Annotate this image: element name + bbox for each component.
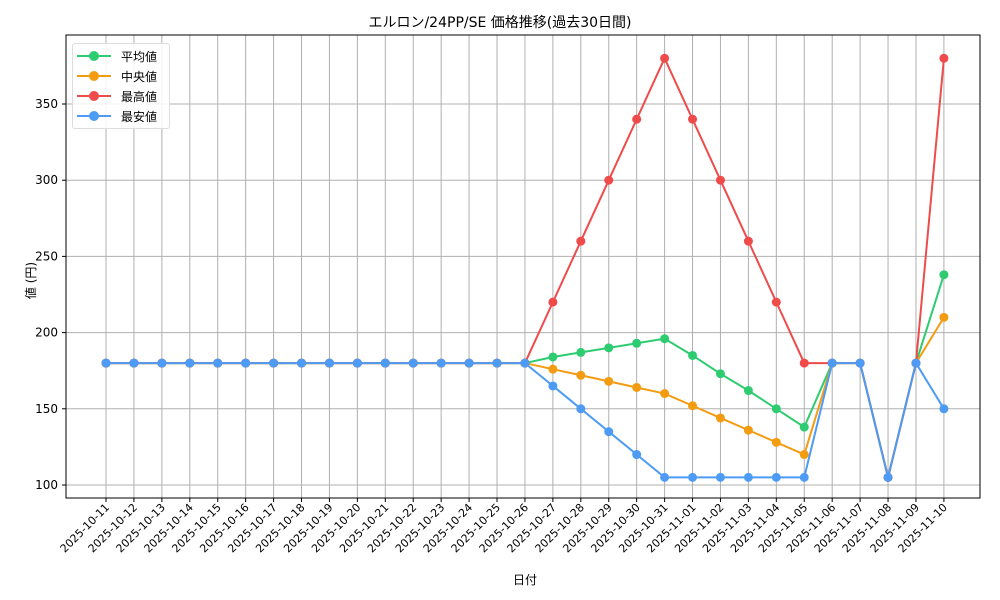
y-tick-label: 200 [35,326,58,340]
data-point [380,358,390,368]
legend-label: 中央値 [121,69,158,84]
data-point [520,358,530,368]
legend-label: 平均値 [121,49,158,64]
data-point [911,358,921,368]
legend-marker-icon [77,70,111,82]
data-point [799,472,809,482]
data-point [604,376,614,386]
data-point [632,382,642,392]
data-point [604,343,614,353]
y-tick-label: 300 [35,173,58,187]
chart-title: エルロン/24PP/SE 価格推移(過去30日間) [368,15,632,31]
data-point [799,358,809,368]
y-tick-label: 100 [35,478,58,492]
data-point [799,422,809,432]
legend-marker-icon [77,110,111,122]
data-point [213,358,223,368]
legend-item: 最安値 [77,106,165,126]
data-point [492,358,502,368]
data-point [688,114,698,124]
y-tick-label: 250 [35,249,58,263]
data-point [241,358,251,368]
data-point [939,53,949,63]
data-point [855,358,865,368]
data-point [743,425,753,435]
legend-item: 最高値 [77,86,165,106]
data-point [101,358,111,368]
legend-marker-icon [77,50,111,62]
data-point [157,358,167,368]
data-point [660,389,670,399]
data-point [660,472,670,482]
data-point [576,370,586,380]
data-point [688,472,698,482]
data-point [660,334,670,344]
data-point [799,450,809,460]
data-point [939,312,949,322]
data-point [576,236,586,246]
data-point [827,358,837,368]
data-point [715,175,725,185]
data-point [408,358,418,368]
data-point [715,472,725,482]
data-point [129,358,139,368]
data-point [324,358,334,368]
legend-item: 平均値 [77,46,165,66]
data-point [604,427,614,437]
legend: 平均値中央値最高値最安値 [72,43,170,129]
data-point [548,352,558,362]
data-point [771,472,781,482]
data-point [576,347,586,357]
y-tick-label: 150 [35,402,58,416]
data-point [632,338,642,348]
data-point [743,236,753,246]
data-point [185,358,195,368]
data-point [632,114,642,124]
data-point [548,381,558,391]
x-axis-label: 日付 [512,573,537,587]
data-point [297,358,307,368]
data-point [464,358,474,368]
legend-label: 最安値 [121,109,158,124]
data-point [632,450,642,460]
data-point [743,386,753,396]
data-point [771,297,781,307]
data-point [548,364,558,374]
legend-marker-icon [77,90,111,102]
y-tick-label: 350 [35,97,58,111]
data-point [688,401,698,411]
data-point [883,472,893,482]
data-point [715,369,725,379]
data-point [771,437,781,447]
data-point [576,404,586,414]
data-point [352,358,362,368]
legend-item: 中央値 [77,66,165,86]
data-point [604,175,614,185]
data-point [939,270,949,280]
data-point [269,358,279,368]
data-point [548,297,558,307]
data-point [660,53,670,63]
data-point [436,358,446,368]
data-point [939,404,949,414]
legend-label: 最高値 [121,89,158,104]
axes-frame [65,34,981,499]
data-point [688,350,698,360]
y-axis-label: 値 (円) [24,261,39,300]
data-point [743,472,753,482]
data-point [771,404,781,414]
data-point [715,413,725,423]
